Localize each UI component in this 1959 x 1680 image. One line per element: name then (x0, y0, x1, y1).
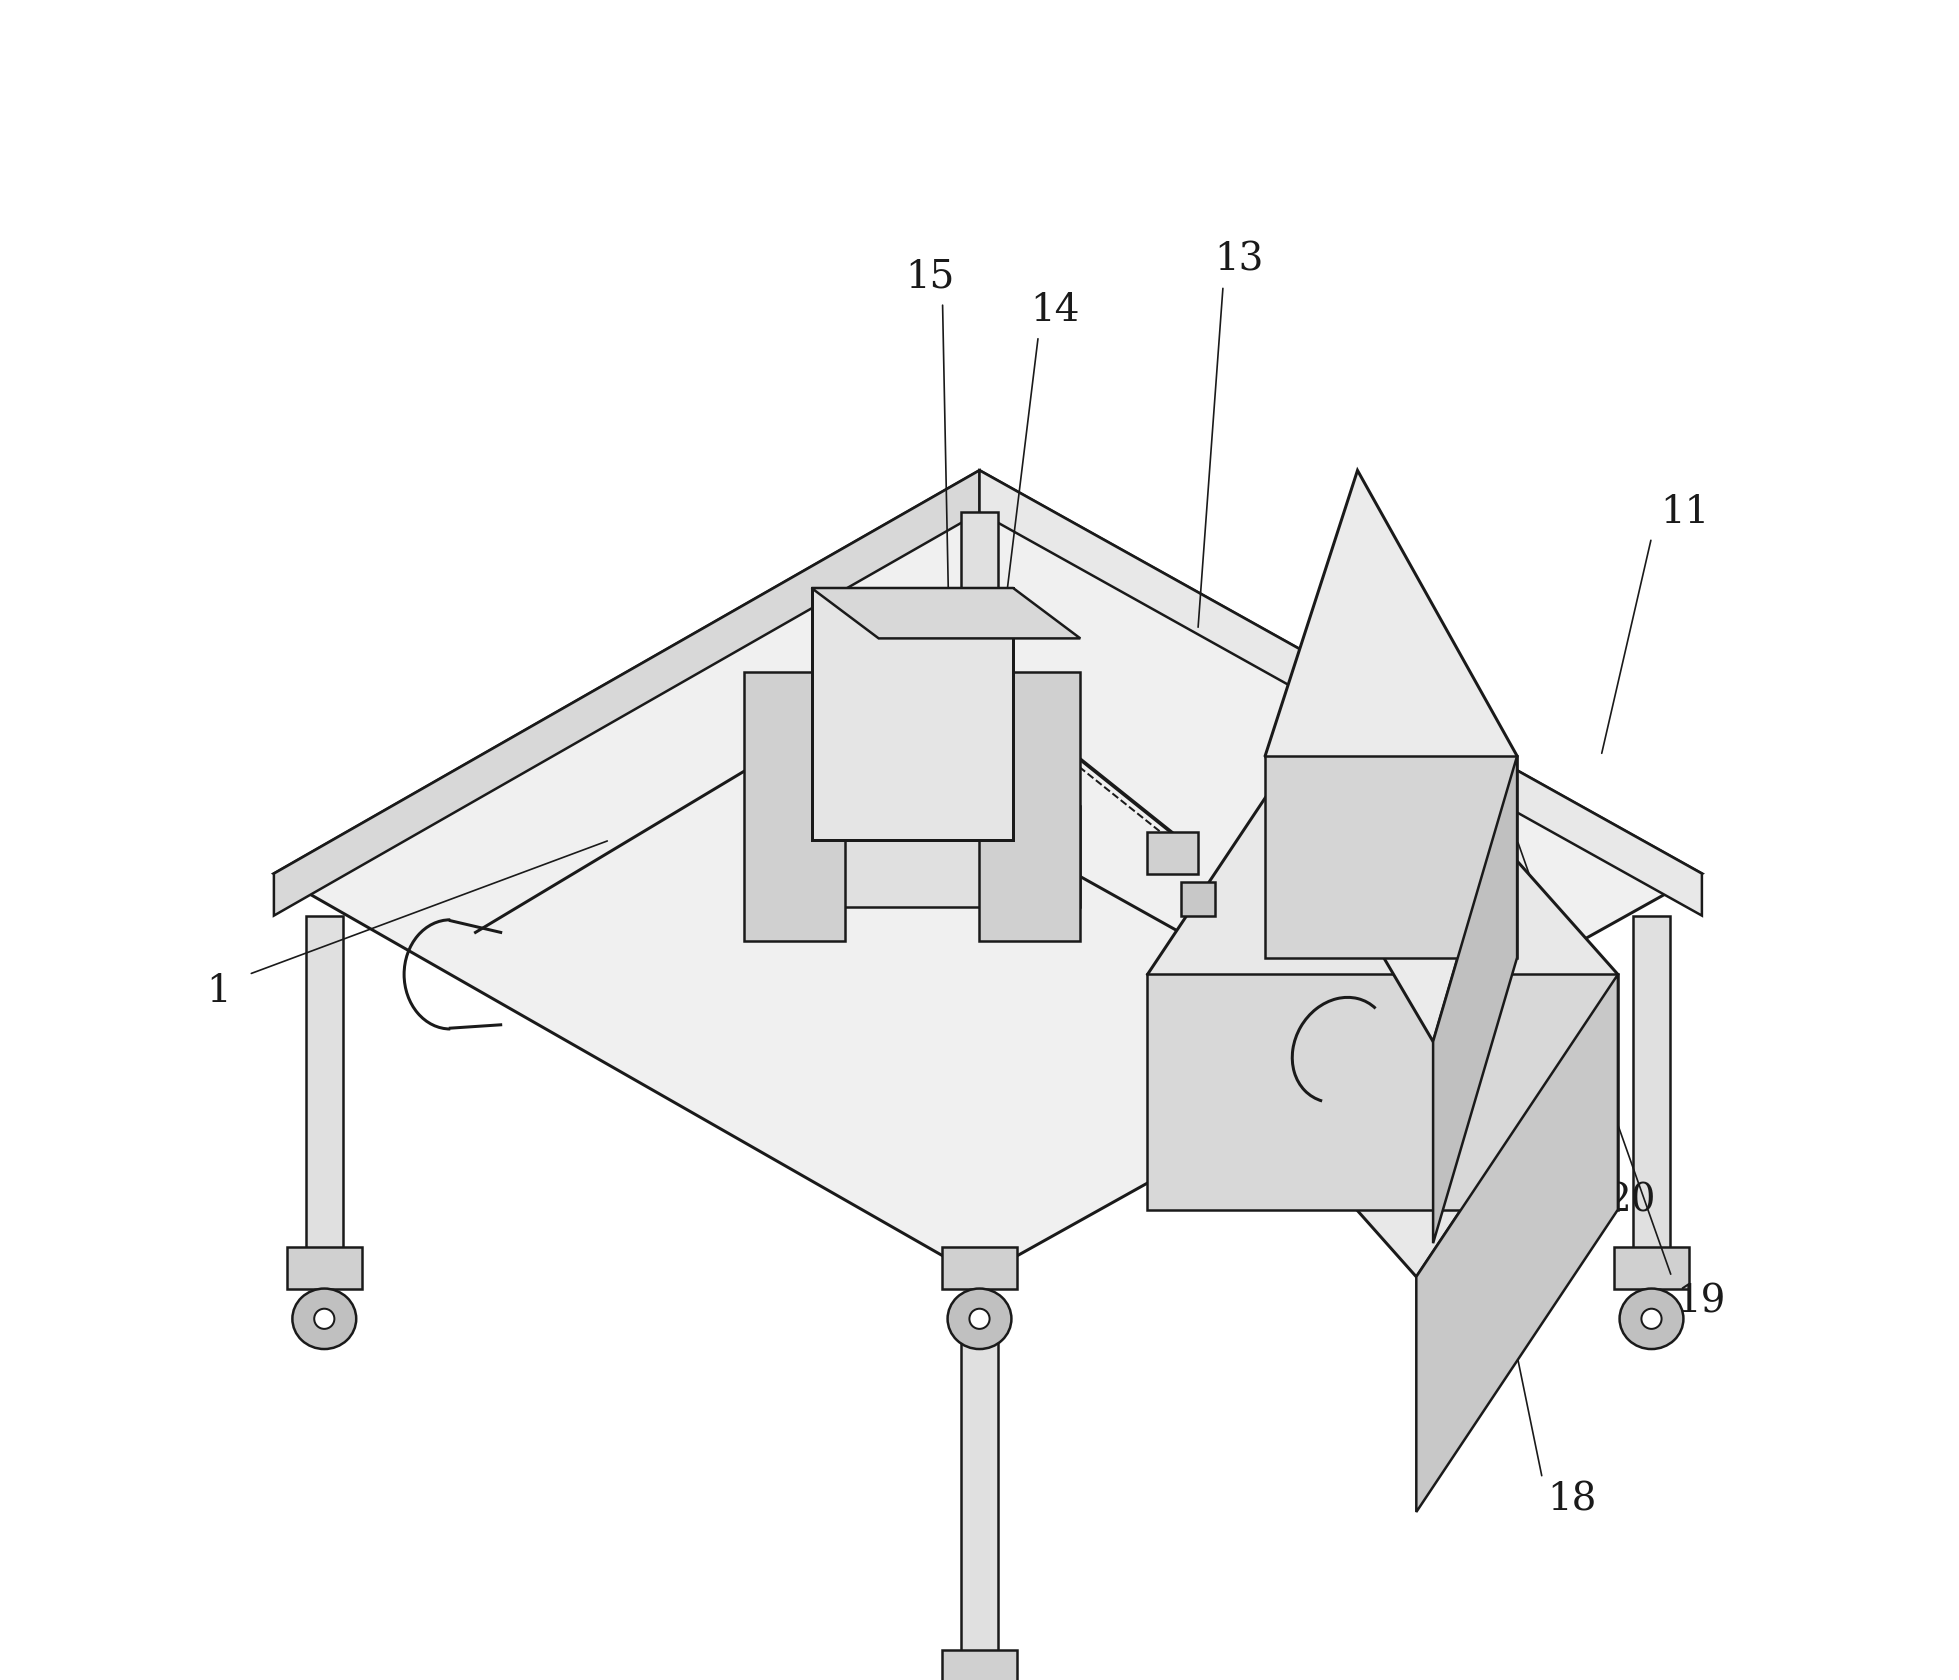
Polygon shape (1148, 974, 1618, 1210)
Text: 18: 18 (1548, 1482, 1597, 1519)
Polygon shape (286, 1247, 362, 1289)
Polygon shape (811, 588, 1013, 840)
Polygon shape (1434, 756, 1516, 1243)
Polygon shape (962, 512, 997, 848)
Ellipse shape (313, 1309, 335, 1329)
Text: 13: 13 (1215, 242, 1264, 279)
Ellipse shape (970, 1309, 989, 1329)
Text: 14: 14 (1030, 292, 1079, 329)
Polygon shape (811, 588, 1079, 638)
Polygon shape (942, 1650, 1017, 1680)
Text: 19: 19 (1677, 1284, 1726, 1320)
Polygon shape (1634, 916, 1669, 1252)
Polygon shape (962, 1319, 997, 1655)
Polygon shape (274, 470, 1702, 1277)
Polygon shape (1148, 672, 1618, 1277)
Text: 20: 20 (1606, 1183, 1655, 1220)
Bar (1181, 882, 1215, 916)
Ellipse shape (1642, 1309, 1661, 1329)
Polygon shape (306, 916, 343, 1252)
Bar (1148, 832, 1197, 874)
Text: 11: 11 (1659, 494, 1708, 531)
Polygon shape (1266, 756, 1516, 958)
Polygon shape (1266, 470, 1516, 1042)
Ellipse shape (292, 1289, 357, 1349)
Ellipse shape (948, 1289, 1011, 1349)
Polygon shape (1614, 1247, 1689, 1289)
Polygon shape (778, 806, 1079, 907)
Ellipse shape (1620, 1289, 1683, 1349)
Polygon shape (274, 470, 980, 916)
Polygon shape (744, 672, 844, 941)
Text: 15: 15 (905, 259, 954, 296)
Text: 1: 1 (208, 973, 231, 1010)
Polygon shape (980, 672, 1079, 941)
Polygon shape (1416, 974, 1618, 1512)
Polygon shape (942, 1247, 1017, 1289)
Polygon shape (980, 470, 1702, 916)
